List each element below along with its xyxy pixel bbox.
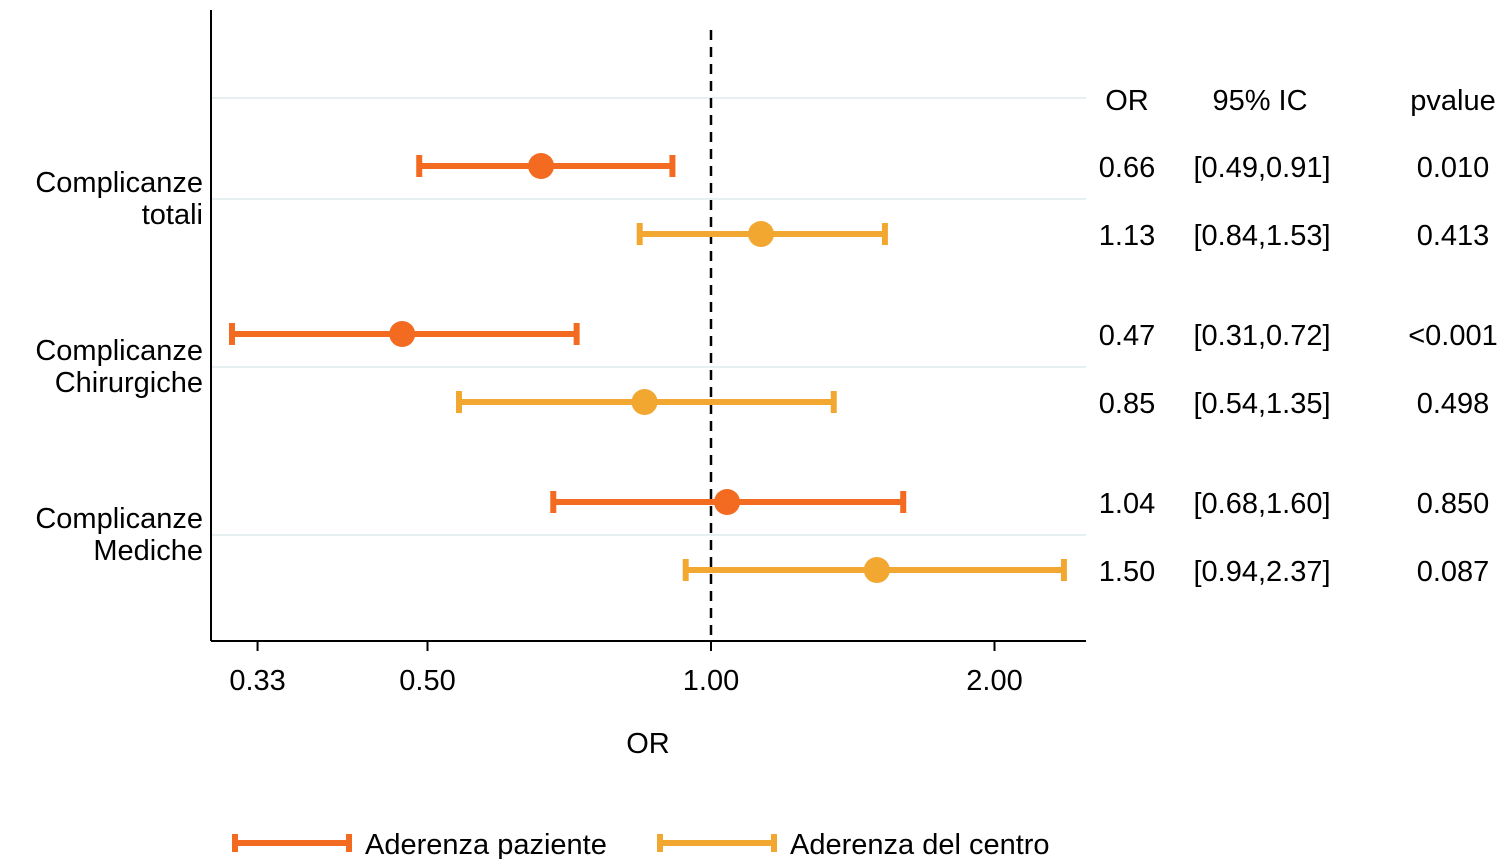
table-pvalue-value: 0.498: [1417, 388, 1490, 420]
table-pvalue-value: 0.850: [1417, 488, 1490, 520]
estimates: [228, 153, 1067, 583]
point-estimate: [389, 321, 416, 347]
table-ci-value: [0.54,1.35]: [1193, 388, 1330, 420]
group-label: Complicanze: [35, 167, 203, 199]
table-ci-value: [0.68,1.60]: [1193, 488, 1330, 520]
table-ci-value: [0.94,2.37]: [1193, 556, 1330, 588]
results-table: OR 95% IC pvalue 0.66 [0.49,0.91] 0.010 1.1…: [1099, 85, 1498, 588]
table-pvalue-value: <0.001: [1408, 320, 1498, 352]
table-pvalue-value: 0.413: [1417, 220, 1490, 252]
group-labels: ComplicanzetotaliComplicanzeChirurgicheC…: [35, 167, 203, 567]
group-label: Complicanze: [35, 503, 203, 535]
table-or-value: 0.47: [1099, 320, 1155, 352]
point-estimate: [528, 153, 555, 179]
x-tick-label: 0.50: [399, 665, 455, 697]
x-tick-label: 0.33: [229, 665, 285, 697]
table-ci-value: [0.31,0.72]: [1193, 320, 1330, 352]
point-estimate: [747, 221, 774, 247]
table-or-value: 1.13: [1099, 220, 1155, 252]
legend-label: Aderenza del centro: [790, 829, 1050, 859]
x-axis-label: OR: [626, 728, 670, 760]
table-ci-value: [0.49,0.91]: [1193, 152, 1330, 184]
legend-label: Aderenza paziente: [365, 829, 607, 859]
table-ci-value: [0.84,1.53]: [1193, 220, 1330, 252]
legend: Aderenza paziente Aderenza del centro: [232, 829, 1050, 859]
point-estimate: [631, 389, 658, 415]
gridlines: [211, 97, 1086, 536]
x-tick-label: 2.00: [966, 665, 1022, 697]
table-or-value: 0.85: [1099, 388, 1155, 420]
table-or-value: 1.04: [1099, 488, 1155, 520]
group-label: Complicanze: [35, 335, 203, 367]
point-estimate: [863, 557, 890, 583]
group-label: totali: [142, 199, 203, 231]
table-header-pvalue: pvalue: [1410, 85, 1495, 117]
table-header-ci: 95% IC: [1212, 85, 1307, 117]
table-pvalue-value: 0.010: [1417, 152, 1490, 184]
group-label: Mediche: [93, 535, 203, 567]
table-or-value: 1.50: [1099, 556, 1155, 588]
point-estimate: [714, 489, 741, 515]
x-tick-label: 1.00: [683, 665, 739, 697]
table-or-value: 0.66: [1099, 152, 1155, 184]
table-header-or: OR: [1105, 85, 1149, 117]
axes: [210, 10, 1086, 642]
group-label: Chirurgiche: [55, 367, 203, 399]
table-pvalue-value: 0.087: [1417, 556, 1490, 588]
x-ticks: 0.33 0.50 1.00 2.00: [229, 641, 1023, 697]
